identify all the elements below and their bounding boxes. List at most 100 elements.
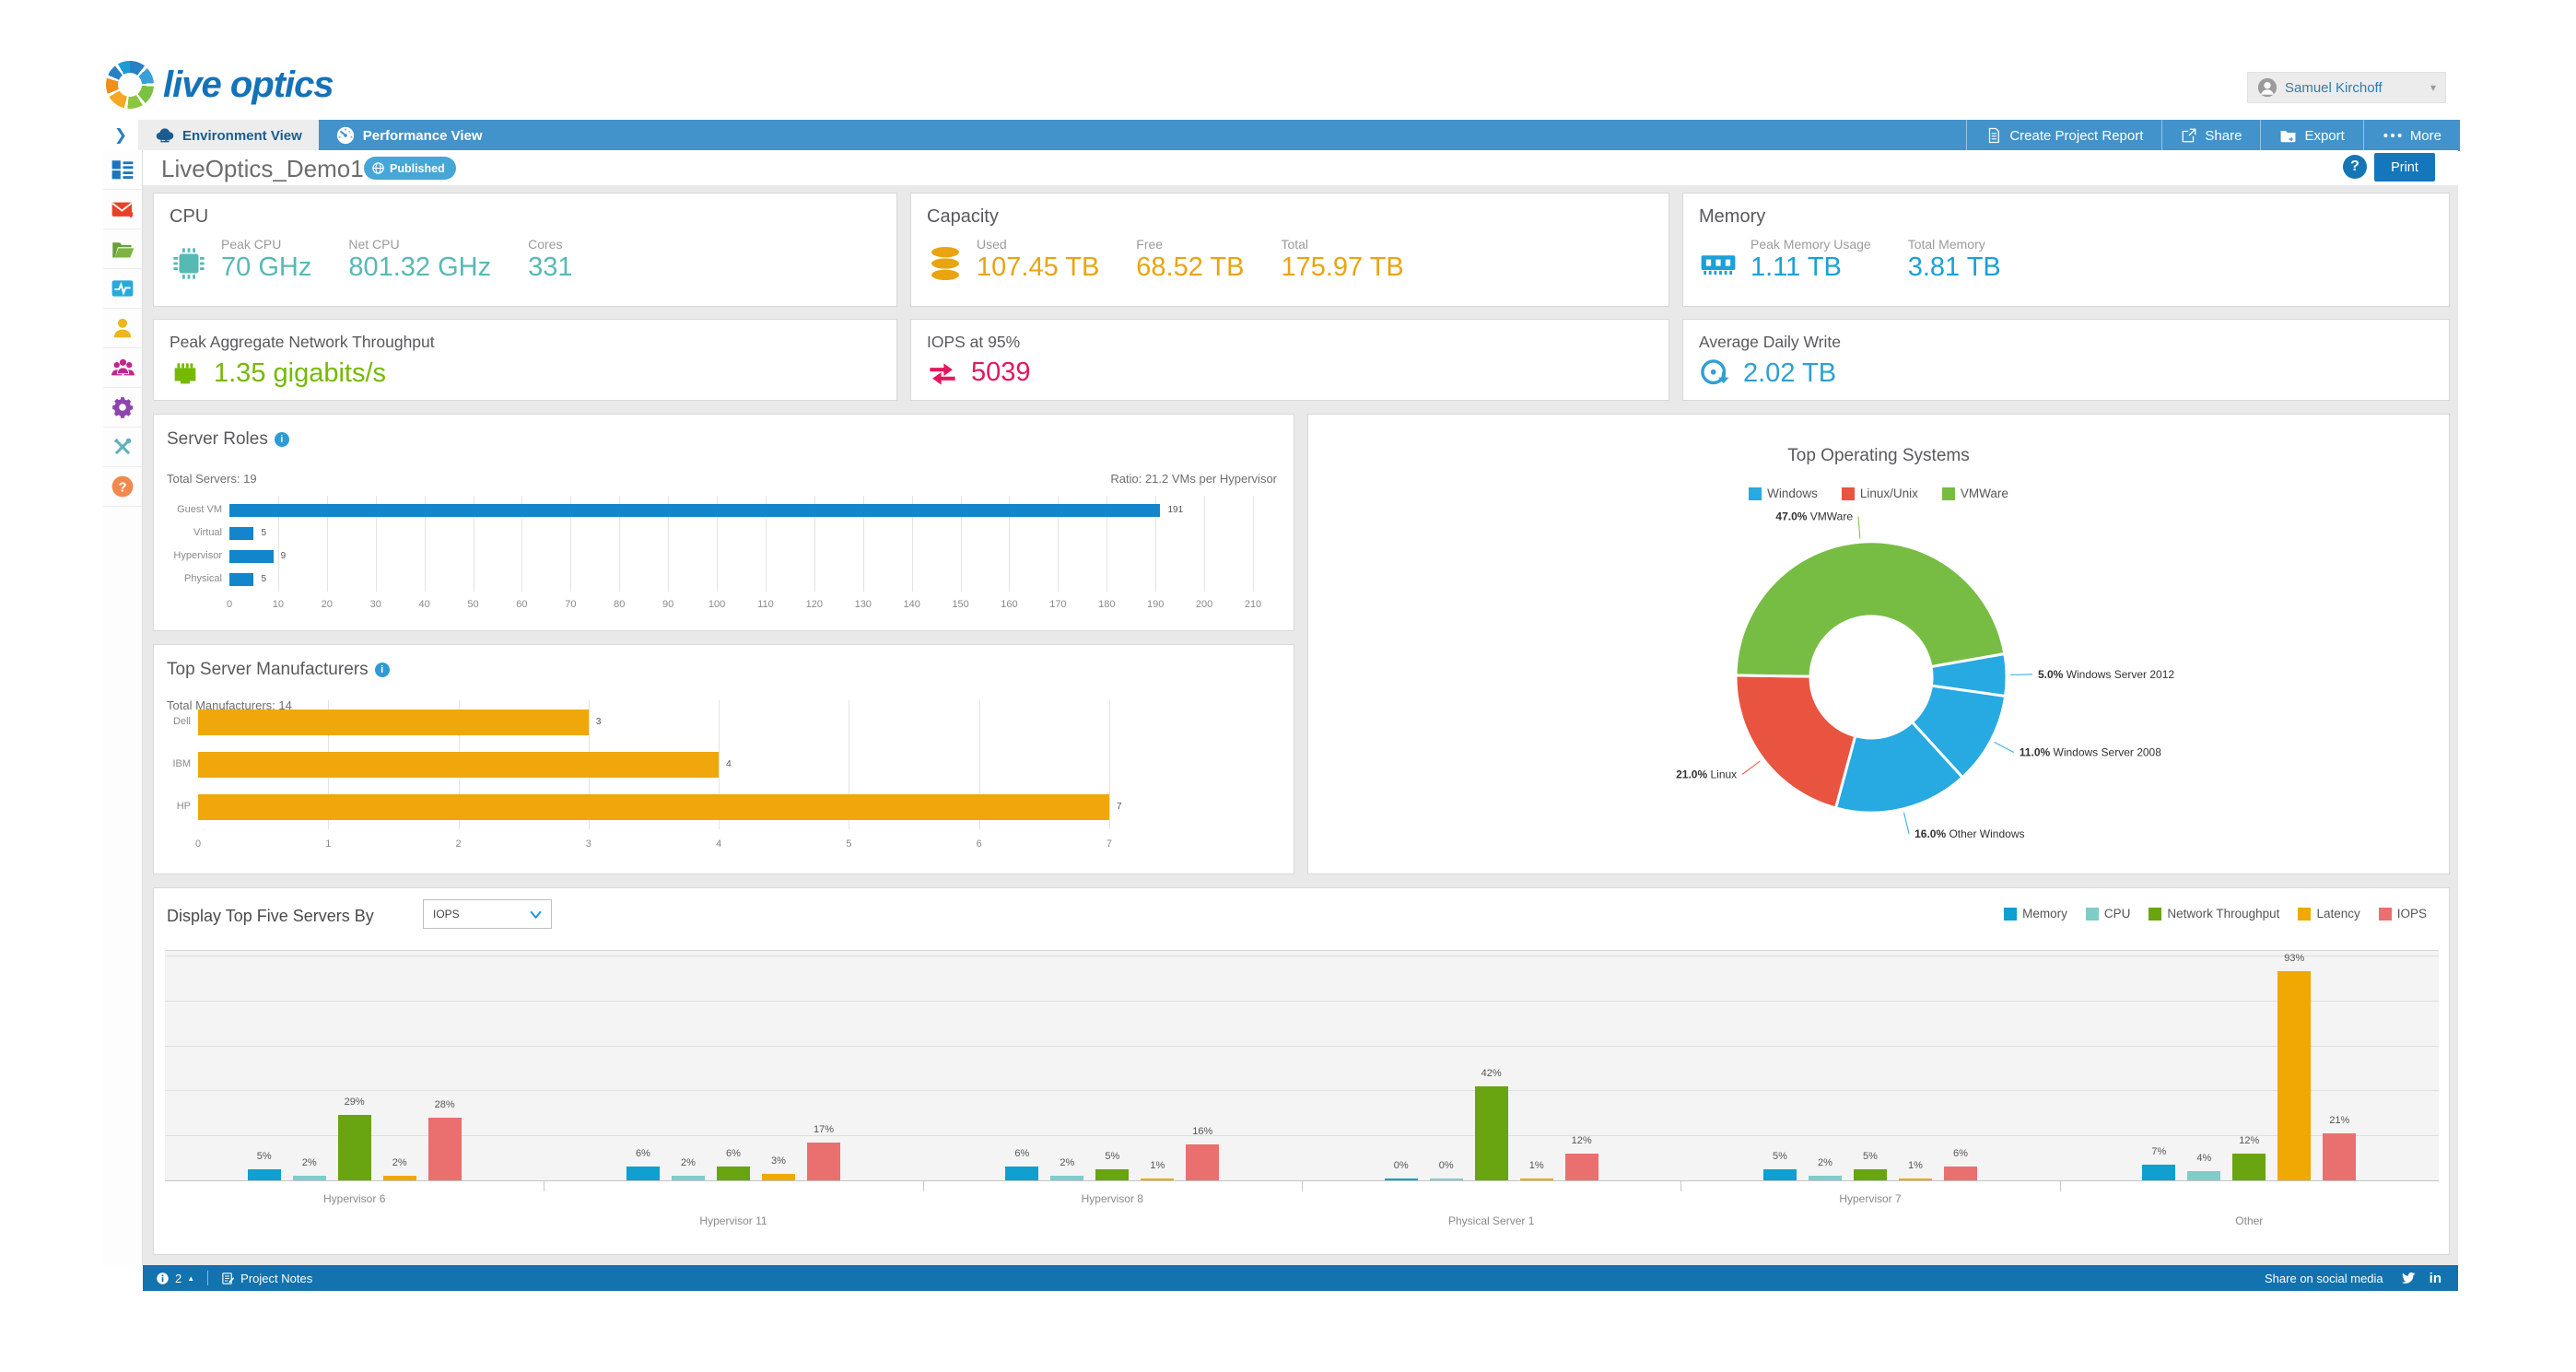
sidebar-item-email[interactable] <box>103 190 142 229</box>
sidebar-item-profile[interactable] <box>103 309 142 348</box>
slice-leader-line <box>1994 741 2015 754</box>
server-roles-panel: Server Roles i Total Servers: 19 Ratio: 2… <box>153 414 1294 631</box>
status-badge-label: Published <box>390 161 445 175</box>
manufacturers-chart: 0 1 2 3 4 5 6 7 Dell 3 IBM 4 HP 7 <box>154 645 1294 874</box>
axis-tick-label: 180 <box>1098 599 1116 610</box>
metric-value: 2.02 TB <box>1743 358 1837 388</box>
legend-item[interactable]: IOPS <box>2378 907 2427 921</box>
bar-value-label: 1% <box>1528 1159 1544 1171</box>
legend-item[interactable]: Memory <box>2004 907 2067 921</box>
donut-slice <box>1734 674 1857 810</box>
gridline <box>277 496 279 592</box>
bar <box>382 1176 416 1180</box>
collapse-chevron-icon[interactable]: ❯ <box>103 120 138 151</box>
legend-item[interactable]: Linux/Unix <box>1841 487 1918 500</box>
legend-item[interactable]: Network Throughput <box>2149 907 2279 921</box>
share-button[interactable]: Share <box>2161 120 2260 151</box>
nav-button-label: Export <box>2304 127 2345 144</box>
tab-environment-view[interactable]: Environment View <box>138 120 319 151</box>
axis-tick-label: 6 <box>976 838 982 850</box>
info-icon[interactable]: i <box>374 663 390 677</box>
bar <box>626 1167 660 1180</box>
sidebar-item-team[interactable] <box>103 348 142 388</box>
gridline <box>717 496 719 592</box>
sidebar-item-dashboard[interactable] <box>103 150 142 190</box>
dashboard-icon <box>111 160 134 180</box>
server-roles-chart: 0 10 20 30 40 50 60 70 80 90 100 110 120 130 140 150 160… <box>154 415 1294 630</box>
tab-label: Environment View <box>182 127 302 144</box>
bar-value-label: 1% <box>1908 1159 1923 1171</box>
axis-tick-label: 40 <box>418 599 430 610</box>
bar <box>1474 1085 1508 1180</box>
linkedin-icon: in <box>2429 1270 2441 1286</box>
print-button[interactable]: Print <box>2374 153 2435 182</box>
project-notes-button[interactable]: Project Notes <box>221 1272 312 1285</box>
chart-title: Server Roles <box>167 429 268 449</box>
more-button[interactable]: More <box>2362 120 2460 151</box>
bar <box>198 794 1109 820</box>
category-label: Hypervisor 11 <box>699 1214 767 1227</box>
metric-label: Total Memory <box>1907 237 1985 252</box>
metric-value: 1.11 TB <box>1751 252 1842 282</box>
os-donut-chart: 5.0% Windows Server 2012 11.0% Windows Se… <box>1676 510 2174 841</box>
bar <box>1763 1168 1797 1180</box>
bar-value-label: 21% <box>2329 1114 2350 1126</box>
legend-item[interactable]: CPU <box>2085 907 2130 921</box>
user-menu[interactable]: Samuel Kirchoff ▾ <box>2247 72 2446 103</box>
axis-tick <box>1680 1180 1682 1191</box>
category-label: Hypervisor 7 <box>1839 1192 1902 1205</box>
sidebar-item-projects[interactable] <box>103 229 142 269</box>
category-label: HP <box>176 801 191 812</box>
chart-title: Top Server Manufacturers <box>167 660 369 679</box>
bar <box>1095 1168 1130 1180</box>
bar <box>1141 1178 1175 1180</box>
card-title: IOPS at 95% <box>927 333 1021 351</box>
legend-swatch <box>2149 907 2162 921</box>
bar-value-label: 42% <box>1481 1067 1502 1079</box>
category-label: Physical <box>184 573 222 584</box>
legend-item[interactable]: Latency <box>2298 907 2360 921</box>
info-icon[interactable]: i <box>274 432 289 447</box>
page-title: LiveOptics_Demo1 <box>161 155 364 182</box>
sidebar-item-help[interactable]: ? <box>103 467 142 507</box>
axis-tick-label: 160 <box>1001 599 1018 610</box>
gridline <box>668 496 670 592</box>
metric-label: Peak CPU <box>221 237 282 252</box>
tools-icon <box>113 438 132 454</box>
nav-button-label: Create Project Report <box>2009 127 2144 144</box>
total-manufacturers-label: Total Manufacturers: 14 <box>167 698 292 712</box>
gridline <box>619 496 621 592</box>
sidebar-item-settings[interactable] <box>103 388 142 428</box>
sidebar-item-performance[interactable] <box>103 269 142 309</box>
legend-item[interactable]: VMWare <box>1941 487 2008 500</box>
metric-value: 175.97 TB <box>1281 252 1404 282</box>
manufacturers-panel: Top Server Manufacturers i Total Manufact… <box>153 644 1294 874</box>
metric-value: 107.45 TB <box>977 252 1100 282</box>
legend-swatch <box>2085 907 2099 921</box>
info-icon <box>157 1272 169 1284</box>
legend-item[interactable]: Windows <box>1749 487 1818 500</box>
notifications-toggle[interactable]: 2 ▲ <box>156 1272 194 1285</box>
tab-performance-view[interactable]: Performance View <box>319 120 499 151</box>
notification-count: 2 <box>175 1271 182 1285</box>
globe-icon <box>372 162 384 174</box>
bar <box>198 752 720 778</box>
axis-tick-label: 30 <box>369 599 381 610</box>
metric-value: 3.81 TB <box>1907 252 2001 282</box>
create-project-report-button[interactable]: Create Project Report <box>1966 120 2161 151</box>
metric-value: 801.32 GHz <box>348 252 492 282</box>
export-button[interactable]: Export <box>2260 120 2362 151</box>
app-logo[interactable]: live optics <box>106 55 334 114</box>
sort-by-dropdown[interactable]: IOPS <box>423 899 552 929</box>
category-label: Other <box>2235 1214 2264 1227</box>
linkedin-button[interactable]: in <box>2430 1271 2441 1286</box>
gridline <box>375 496 377 592</box>
bar <box>1564 1153 1598 1180</box>
bar-value-label: 2% <box>1818 1157 1832 1169</box>
help-button[interactable]: ? <box>2343 155 2367 179</box>
axis-tick-label: 0 <box>226 599 233 610</box>
bar <box>1899 1178 1932 1180</box>
sidebar-item-tools[interactable] <box>103 428 142 467</box>
twitter-button[interactable] <box>2400 1270 2417 1286</box>
avatar-icon <box>2257 77 2277 98</box>
